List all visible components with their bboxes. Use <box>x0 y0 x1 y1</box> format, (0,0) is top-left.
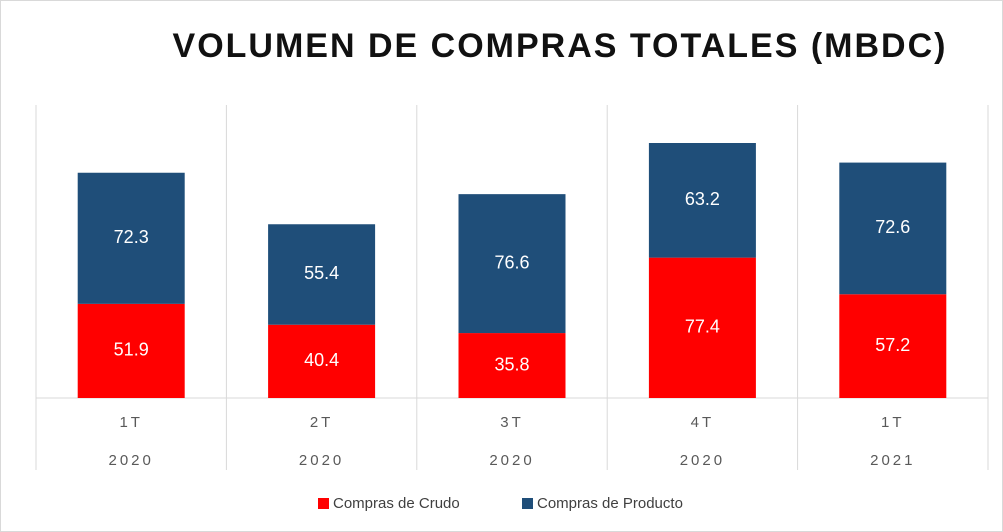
x-tick-label: 2020 <box>109 452 154 469</box>
bar-segment <box>268 324 376 398</box>
bar-segment <box>77 172 185 304</box>
bar-segment <box>839 162 947 295</box>
x-tick-label: 2021 <box>870 452 915 469</box>
x-tick-label: 2020 <box>680 452 725 469</box>
value-label: 57.2 <box>875 335 910 355</box>
x-tick-label: 1T <box>119 414 143 431</box>
value-label: 51.9 <box>114 340 149 360</box>
bar-segment <box>77 303 185 398</box>
bar-segment <box>268 224 376 325</box>
legend-swatch <box>318 498 329 509</box>
value-label: 76.6 <box>494 252 529 272</box>
bar-segment <box>458 194 566 334</box>
x-tick-label: 1T <box>881 414 905 431</box>
value-label: 72.3 <box>114 227 149 247</box>
bar-segment <box>648 257 756 398</box>
value-label: 63.2 <box>685 189 720 209</box>
x-tick-label: 2T <box>310 414 334 431</box>
legend-swatch <box>522 498 533 509</box>
x-tick-label: 2020 <box>299 452 344 469</box>
bar-segment <box>648 143 756 258</box>
bar-segment <box>839 294 947 398</box>
chart-title: VOLUMEN DE COMPRAS TOTALES (MBDC) <box>173 27 948 65</box>
legend-label: Compras de Crudo <box>333 495 460 512</box>
bar-segment <box>458 333 566 398</box>
x-tick-label: 4T <box>691 414 715 431</box>
value-label: 40.4 <box>304 350 339 370</box>
value-label: 77.4 <box>685 317 720 337</box>
x-tick-label: 2020 <box>489 452 534 469</box>
x-tick-label: 3T <box>500 414 524 431</box>
value-label: 35.8 <box>494 354 529 374</box>
legend-label: Compras de Producto <box>537 495 683 512</box>
value-label: 72.6 <box>875 217 910 237</box>
value-label: 55.4 <box>304 263 339 283</box>
